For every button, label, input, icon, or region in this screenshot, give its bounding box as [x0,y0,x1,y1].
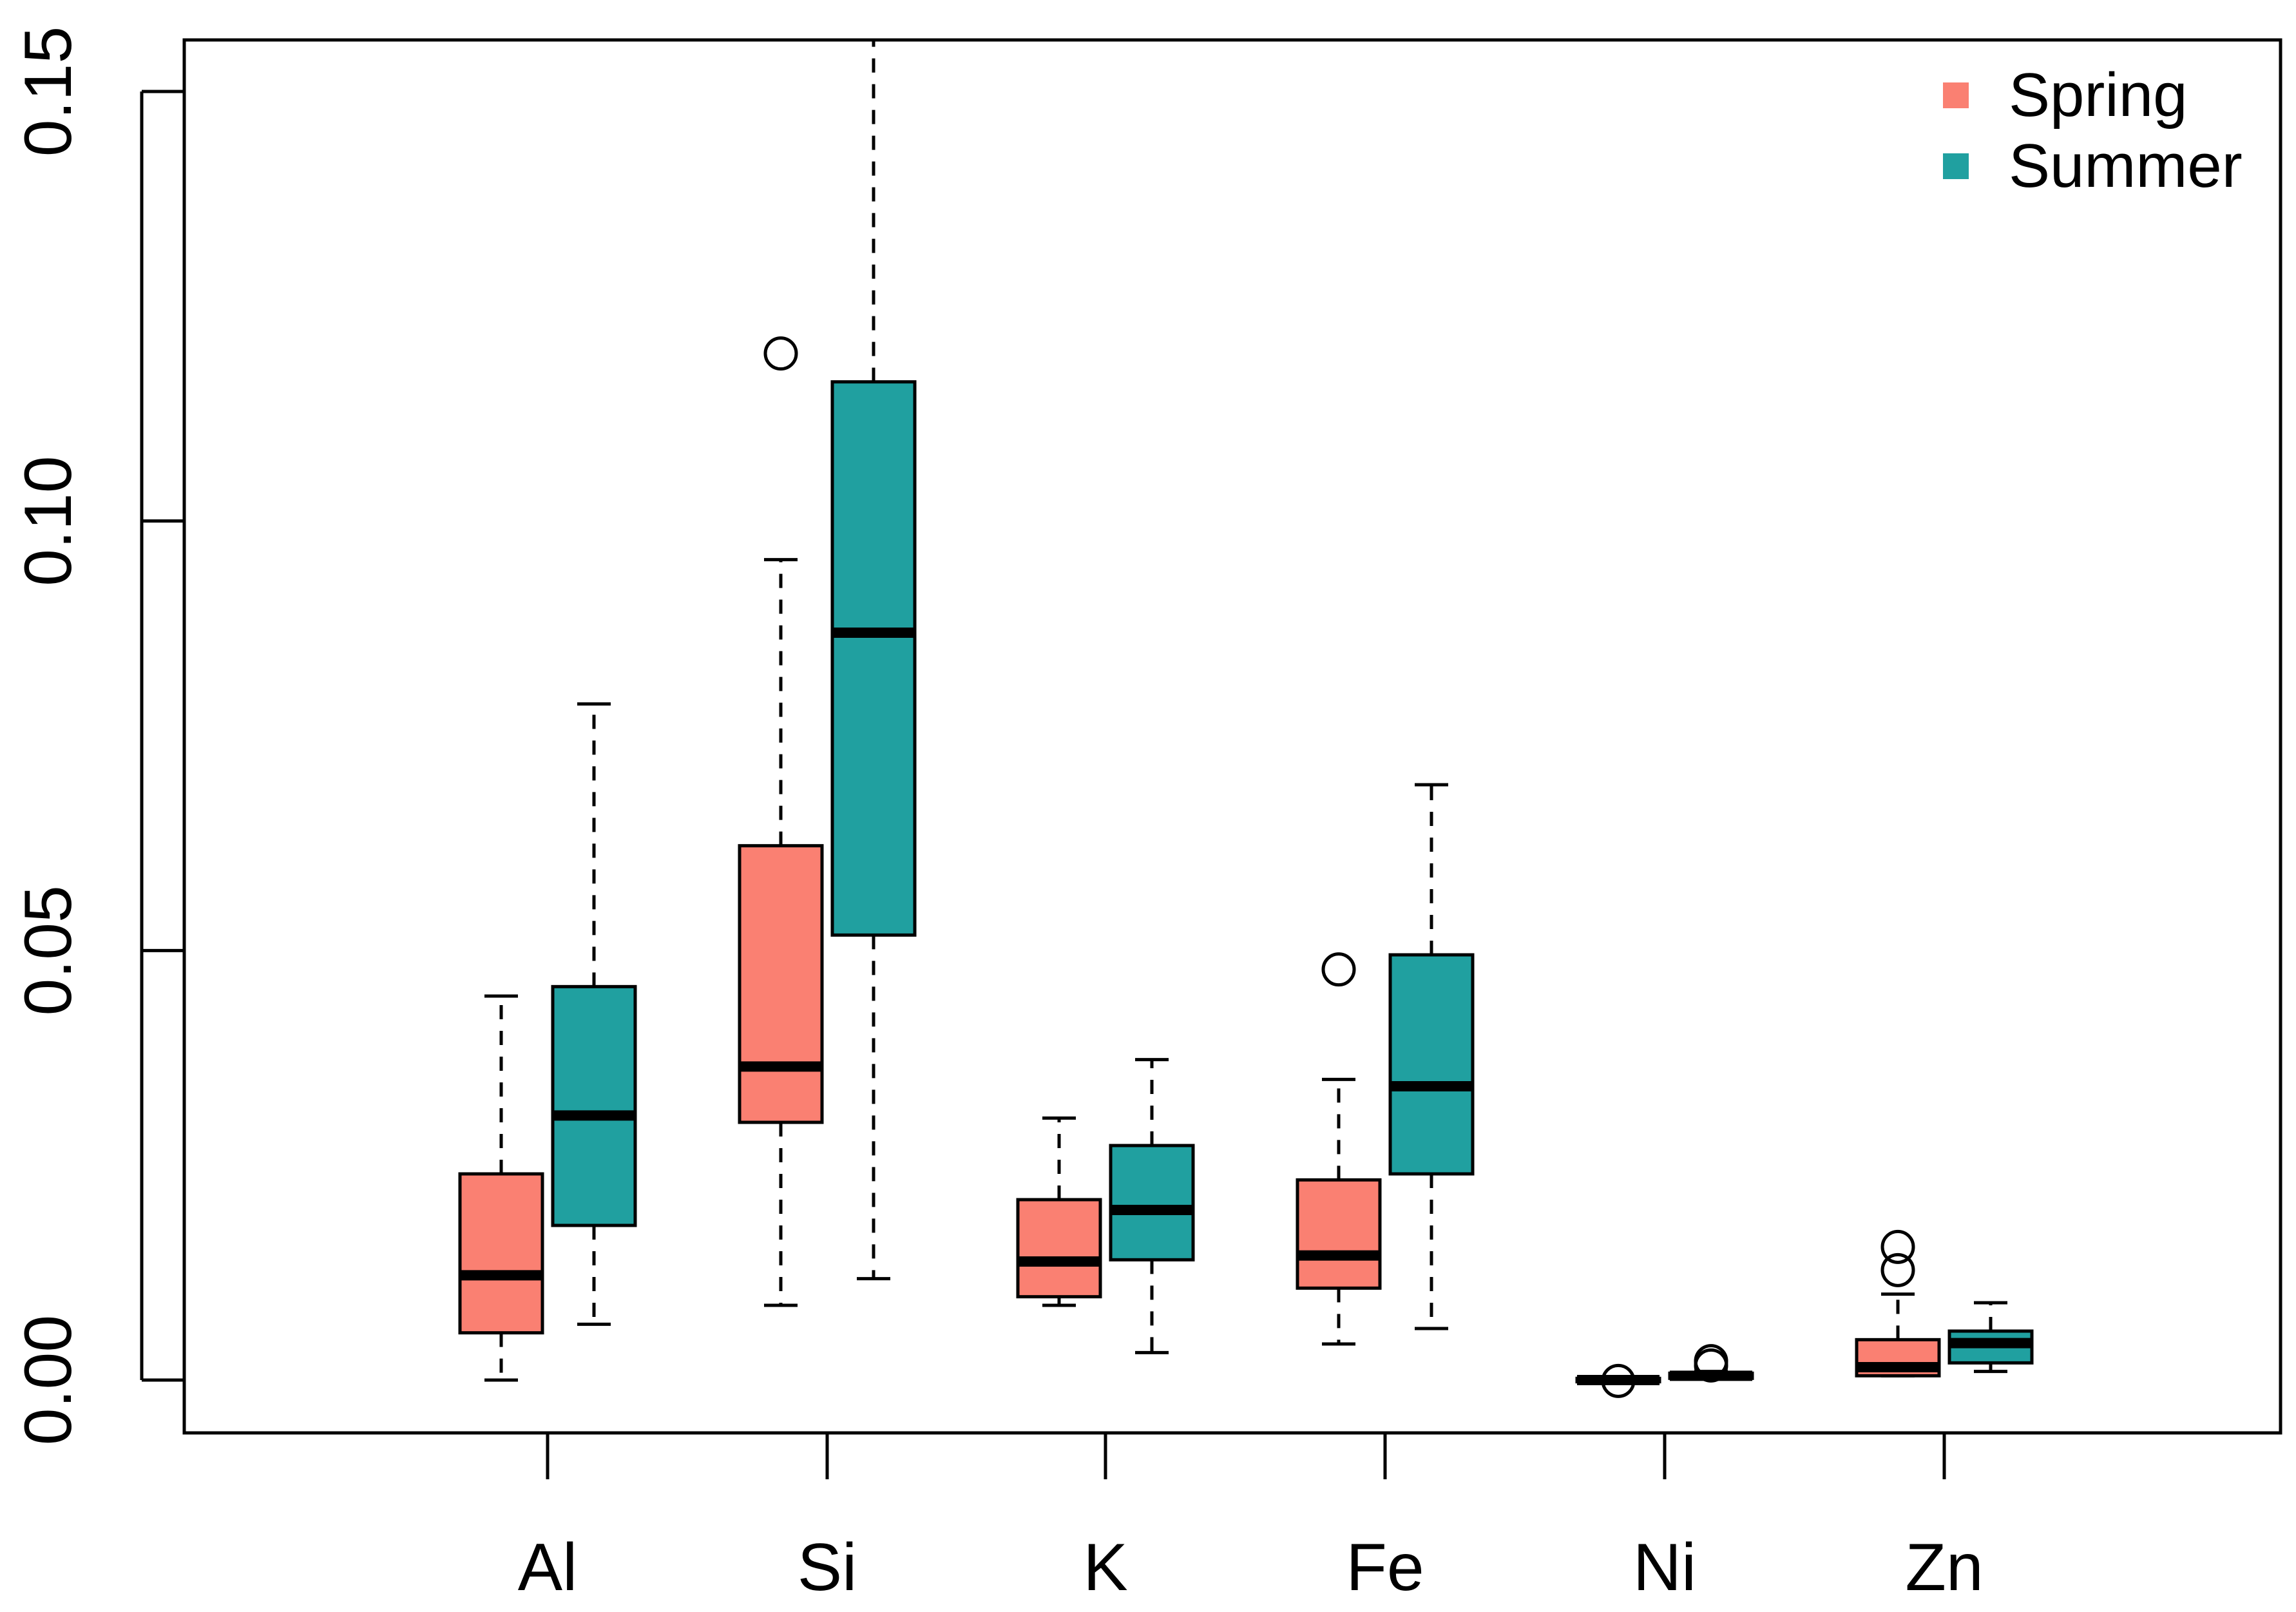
outlier-point [1601,1363,1636,1398]
iqr-box [1388,953,1475,1176]
outlier-point [1694,1344,1728,1379]
box-summer-ni [1668,1344,1754,1383]
outlier-point [1880,1252,1915,1287]
box-summer-zn [1947,1301,2034,1374]
x-tick-label-si: Si [798,1530,857,1605]
y-tick-label: 0.00 [11,1315,86,1445]
x-tick-label-ni: Ni [1633,1530,1696,1605]
iqr-box [830,380,917,937]
x-tick-label-al: Al [518,1530,577,1605]
box-spring-al [458,994,544,1382]
y-tick-label: 0.10 [11,456,86,586]
box-summer-k [1109,1058,1195,1354]
iqr-box [1016,1198,1102,1299]
iqr-box [1109,1144,1195,1262]
box-spring-si [738,336,824,1307]
box-summer-al [551,702,637,1326]
outlier-point [1880,1229,1915,1264]
box-spring-fe [1296,952,1382,1346]
box-summer-fe [1388,783,1475,1330]
box-series [458,40,2034,1398]
legend-label-spring: Spring [2009,61,2188,130]
plot-frame [182,38,2282,1435]
x-axis: Al Si K Fe Ni Zn [518,1433,1984,1605]
iqr-box [1296,1178,1382,1290]
y-tick-label: 0.05 [11,885,86,1015]
outlier-point [1321,952,1356,987]
iqr-box [458,1172,544,1335]
legend-label-summer: Summer [2009,131,2243,200]
x-tick-label-zn: Zn [1905,1530,1983,1605]
x-tick-label-fe: Fe [1346,1530,1424,1605]
box-summer-si [830,40,917,1281]
outlier-point [763,336,798,371]
legend-swatch-spring [1943,82,1969,108]
box-spring-zn [1855,1229,1941,1377]
iqr-box [551,984,637,1227]
y-tick-label: 0.15 [11,26,86,157]
legend-swatch-summer [1943,153,1969,179]
x-tick-label-k: K [1083,1530,1127,1605]
y-axis: 0.00 0.05 0.10 0.15 [11,26,184,1445]
iqr-box [738,844,824,1124]
box-spring-k [1016,1116,1102,1307]
box-spring-ni [1575,1363,1661,1398]
